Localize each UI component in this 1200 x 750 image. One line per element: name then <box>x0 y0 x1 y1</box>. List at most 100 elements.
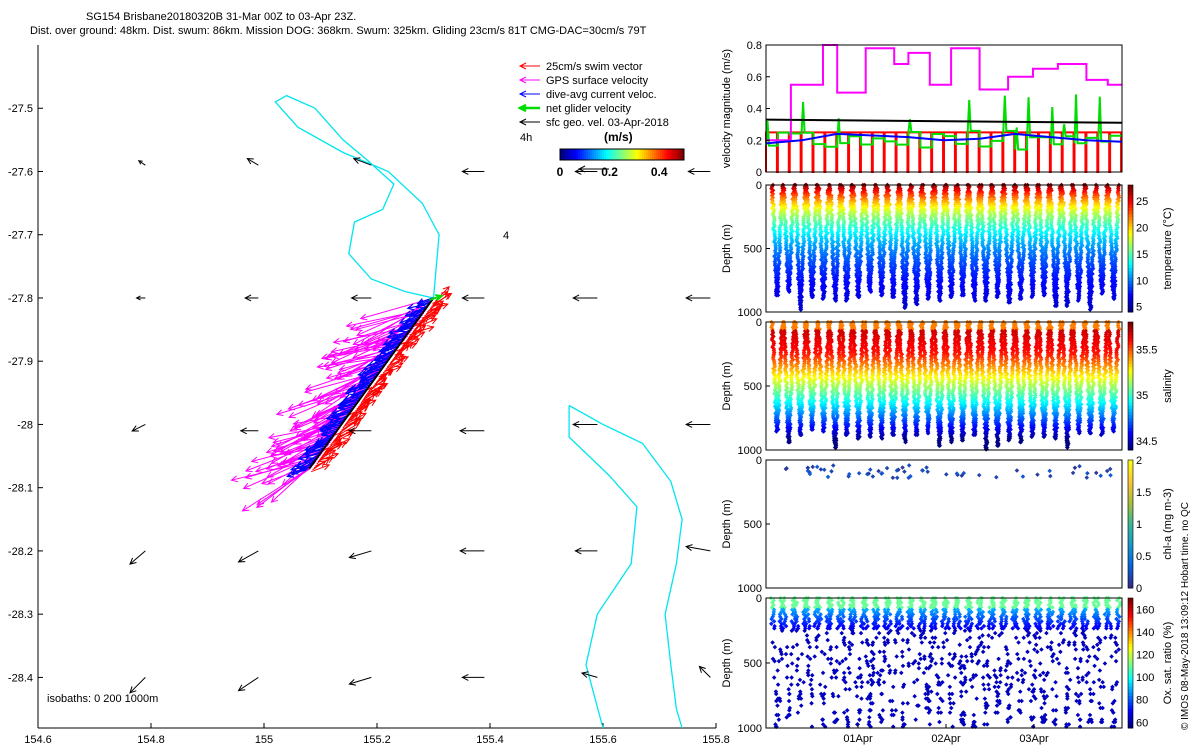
swim-vector-head <box>368 393 376 401</box>
colorbar-tick-label: 25 <box>1136 196 1148 208</box>
swim-vector-head <box>385 368 394 376</box>
geostrophic-vector-head <box>348 427 356 435</box>
dive-avg-current-vector <box>410 310 424 317</box>
velocity-series <box>766 44 1122 142</box>
swim-vector-head <box>402 344 410 352</box>
gps-velocity-vector-head <box>265 463 274 470</box>
y-tick-label: 0.4 <box>747 104 762 116</box>
geostrophic-vector-head <box>348 552 357 560</box>
gps-velocity-vector-head <box>330 347 339 354</box>
dive-avg-current-vector <box>350 382 371 390</box>
colorbar-cell <box>636 149 639 160</box>
colorbar-cell <box>1128 216 1133 221</box>
swim-vector-head <box>380 372 388 380</box>
gps-velocity-vector-head <box>266 471 274 478</box>
dive-avg-current-vector <box>338 403 356 409</box>
colorbar-cell <box>592 149 595 160</box>
dive-avg-current-vector <box>345 386 368 394</box>
y-tick-label: 0.6 <box>747 72 762 84</box>
dive-avg-current-vector-head <box>386 332 395 340</box>
geostrophic-vector-head <box>685 544 693 551</box>
colorbar-cell <box>672 149 675 160</box>
swim-vector-head <box>379 377 388 385</box>
dive-avg-current-vector <box>322 430 337 437</box>
dive-avg-current-vector-head <box>357 370 366 378</box>
swim-vector-head <box>355 411 363 418</box>
y-tick-label: 500 <box>744 244 762 256</box>
colorbar-tick-label: 0.4 <box>651 165 668 179</box>
map-y-tick-label: -27.6 <box>8 166 33 178</box>
swim-vector-head <box>433 307 442 315</box>
geostrophic-vector-head <box>348 679 357 686</box>
dive-avg-current-vector <box>383 335 406 346</box>
dive-avg-current-vector <box>338 401 357 409</box>
geostrophic-vector <box>686 546 711 552</box>
colorbar-cell <box>650 149 653 160</box>
colorbar-cell <box>1128 191 1133 196</box>
swim-vector-head <box>432 300 440 308</box>
gps-velocity-vector-head <box>241 504 250 512</box>
colorbar-tick-label: 5 <box>1136 302 1142 314</box>
colorbar-tick-label: 0 <box>557 165 564 179</box>
dive-avg-current-vector <box>368 358 389 367</box>
geostrophic-vector <box>138 160 146 166</box>
swim-vector-head <box>417 331 426 338</box>
geostrophic-vector <box>581 672 598 678</box>
colorbar-cell <box>614 149 617 160</box>
swim-vector <box>342 411 355 429</box>
gps-velocity-vector-head <box>254 466 263 473</box>
dive-avg-current-vector <box>304 449 323 455</box>
figure-title-line1: SG154 Brisbane20180320B 31-Mar 00Z to 03… <box>86 11 356 23</box>
swim-vector-head <box>322 463 331 471</box>
swim-vector-head <box>359 412 367 420</box>
swim-vector-head <box>396 358 404 365</box>
swim-vector <box>431 293 450 308</box>
swim-vector <box>346 414 358 423</box>
gps-velocity-vector <box>279 449 326 465</box>
colorbar-cell <box>1128 242 1133 246</box>
geostrophic-vector-head <box>461 673 469 681</box>
swim-vector-head <box>331 452 340 459</box>
dive-avg-current-vector <box>386 339 403 345</box>
colorbar-cell <box>1128 277 1133 281</box>
geostrophic-vector-head <box>237 556 246 563</box>
swim-vector-head <box>428 315 436 322</box>
gps-velocity-vector-head <box>331 352 339 360</box>
colorbar-cell <box>646 149 649 160</box>
colorbar-cell <box>1128 292 1133 297</box>
colorbar-cell <box>590 149 593 160</box>
dive-avg-current-vector-head <box>319 426 328 434</box>
swim-vector-head <box>372 390 381 398</box>
map-y-tick-label: -28 <box>17 419 33 431</box>
y-tick-label: 0.8 <box>747 40 762 52</box>
geostrophic-vector-head <box>698 665 706 673</box>
gps-velocity-vector-head <box>270 495 279 503</box>
swim-vector-head <box>415 322 423 330</box>
isobath-line <box>568 405 638 729</box>
swim-vector-head <box>436 303 444 310</box>
map-x-tick-label: 155 <box>255 734 273 746</box>
legend-label: net glider velocity <box>546 103 631 115</box>
map-panel: 154.6 154.8 155 155.2 155.4 155.6 155.8 -27.5-… <box>8 45 730 746</box>
colorbar-cell <box>608 149 611 160</box>
profile-sample <box>786 289 792 294</box>
colorbar-cell <box>1128 200 1133 205</box>
geostrophic-vector-head <box>244 294 252 302</box>
gps-velocity-vector-head <box>359 313 368 321</box>
swim-vector <box>312 457 330 471</box>
geostrophic-vector <box>129 677 146 694</box>
colorbar-cell <box>566 149 569 160</box>
swim-vector <box>426 301 440 313</box>
legend-swatch-head <box>518 118 527 126</box>
colorbar-cell <box>660 149 663 160</box>
dive-avg-current-vector <box>387 337 404 349</box>
swim-vector-head <box>322 446 330 455</box>
gps-velocity-vector-head <box>345 321 354 329</box>
velocity-series <box>765 132 1123 145</box>
swim-vector-head <box>442 293 451 300</box>
dive-avg-current-vector <box>323 422 342 428</box>
dive-avg-current-vector <box>368 363 385 372</box>
dive-avg-current-vector-head <box>311 441 320 449</box>
colorbar-cell <box>1128 251 1133 256</box>
